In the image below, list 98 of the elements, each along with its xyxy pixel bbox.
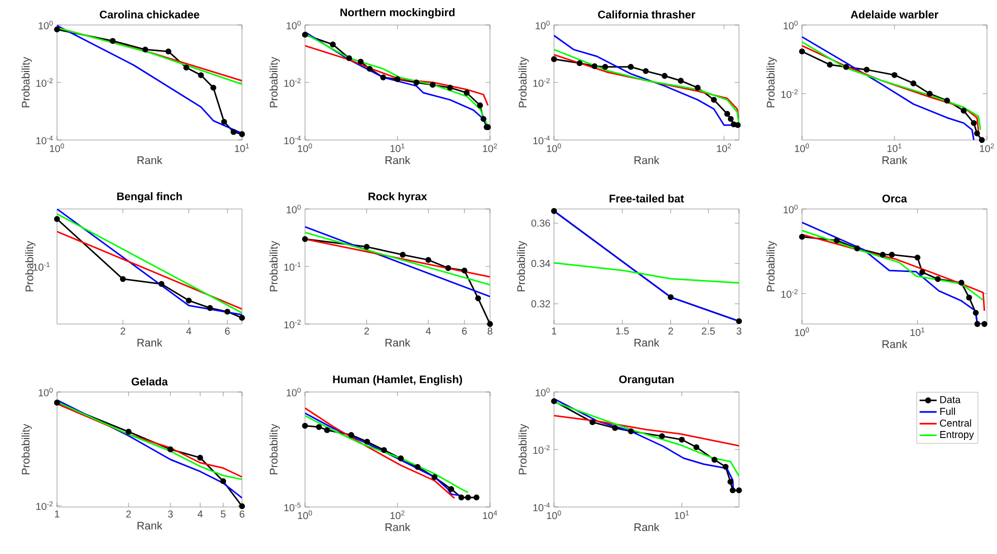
y-tick-label: 10$^{-2}$ [781,89,798,98]
x-tick-label: 1.5 [616,328,629,334]
y-tick-label: 0.34 [531,260,550,267]
legend-label: Data [940,396,961,404]
y-axis-title: Probability [22,424,32,474]
chart-title: Northern mockingbird [340,8,455,18]
x-tick-label: 1 [55,510,60,518]
legend-label: Entropy [940,431,974,440]
chart-title: Gelada [132,377,168,386]
x-tick-label: 10$^{0}$ [547,144,561,152]
chart-title: Carolina chickadee [100,10,200,18]
legend-label: Central [940,419,972,427]
x-tick-label: 4 [426,328,431,334]
x-tick-label: 10$^{0}$ [795,328,809,336]
y-tick-label: 10$^{0}$ [784,204,798,214]
y-tick-label: 0.32 [531,300,550,308]
x-tick-label: 6 [462,328,467,335]
x-tick-label: 10$^{1}$ [235,144,249,152]
y-tick-label: 0.36 [531,220,550,227]
y-axis-title: Probability [25,240,36,292]
chart-title: Free-tailed bat [610,194,684,202]
y-tick-label: 10$^{-1}$ [284,262,301,271]
y-tick-label: 10$^{0}$ [286,20,301,30]
x-axis-title: Rank [882,340,908,348]
x-tick-label: 5 [220,510,226,518]
chart-title: Orangutan [619,375,674,386]
y-tick-label: 10$^{-2}$ [781,289,798,298]
x-tick-label: 2 [668,328,673,335]
y-tick-label: 10$^{-2}$ [36,78,53,87]
y-tick-label: 10$^{-5}$ [284,502,301,512]
x-tick-label: 10$^{2}$ [980,144,994,152]
y-axis-title: Probability [22,56,32,108]
x-tick-label: 4 [186,328,192,334]
y-tick-label: 10$^{0}$ [784,20,798,30]
y-tick-label: 10$^{0}$ [38,388,53,396]
chart-title: Adelaide warbler [850,10,938,18]
y-axis-title: Probability [766,56,777,108]
y-axis-title: Probability [516,240,528,292]
y-tick-label: 10$^{-2}$ [284,320,301,328]
x-tick-label: 10$^{2}$ [390,510,404,520]
x-tick-label: 2.5 [702,328,715,335]
x-axis-title: Rank [386,338,410,347]
x-tick-label: 10$^{0}$ [50,144,64,152]
x-axis-title: Rank [386,156,410,164]
x-axis-title: Rank [138,156,162,164]
x-tick-label: 6 [225,328,230,335]
chart-title: Orca [882,194,908,202]
x-axis-title: Rank [882,156,908,164]
x-tick-label: 10$^{0}$ [547,510,561,520]
y-tick-label: 10$^{0}$ [536,388,550,396]
chart-title: California thrasher [598,10,696,18]
x-axis-title: Rank [386,523,410,532]
y-axis-title: Probability [766,240,777,292]
x-tick-label: 10$^{0}$ [298,510,312,520]
x-tick-label: 10$^{1}$ [888,144,902,152]
x-tick-label: 3 [736,328,742,335]
x-tick-label: 4 [198,510,203,518]
x-axis-title: Rank [138,338,162,347]
x-axis-title: Rank [634,156,660,164]
x-tick-label: 10$^{1}$ [674,510,689,520]
chart-title: Human (Hamlet, English) [333,375,462,386]
y-tick-label: 10$^{0}$ [286,388,301,396]
x-tick-label: 10$^{4}$ [483,510,498,520]
y-axis-title: Probability [270,56,280,108]
y-tick-label: 10$^{-4}$ [533,502,550,512]
y-axis-title: Probability [270,240,280,292]
y-tick-label: 10$^{-2}$ [533,78,550,87]
y-axis-title: Probability [518,424,529,474]
x-tick-label: 10$^{2}$ [717,144,731,152]
x-tick-label: 10$^{0}$ [795,144,809,152]
x-tick-label: 1 [552,328,556,334]
x-tick-label: 2 [120,328,126,335]
y-tick-label: 10$^{-2}$ [284,78,301,87]
x-axis-title: Rank [634,523,660,532]
x-tick-label: 10$^{2}$ [483,144,497,152]
x-tick-label: 6 [240,510,244,518]
legend-label: Full [940,408,955,415]
x-axis-title: Rank [138,521,162,530]
y-tick-label: 10$^{-4}$ [36,136,53,144]
y-tick-label: 10$^{-4}$ [533,136,550,144]
y-axis-title: Probability [518,56,529,108]
x-tick-label: 3 [168,510,173,518]
y-tick-label: 10$^{-2}$ [533,445,550,454]
y-tick-label: 10$^{-2}$ [36,501,53,510]
y-tick-label: 10$^{0}$ [286,204,301,214]
y-axis-title: Probability [270,424,280,474]
x-tick-label: 8 [488,328,492,335]
x-tick-label: 10$^{1}$ [910,328,924,336]
y-tick-label: 10$^{0}$ [536,20,550,30]
chart-title: Rock hyrax [368,192,428,202]
chart-title: Bengal finch [117,192,182,202]
x-axis-title: Rank [634,338,660,347]
x-tick-label: 2 [126,510,131,518]
x-tick-label: 10$^{1}$ [390,144,404,152]
x-tick-label: 2 [364,328,369,335]
y-tick-label: 10$^{-4}$ [284,136,301,144]
y-tick-label: 10$^{0}$ [38,20,53,30]
x-tick-label: 10$^{0}$ [298,144,312,152]
